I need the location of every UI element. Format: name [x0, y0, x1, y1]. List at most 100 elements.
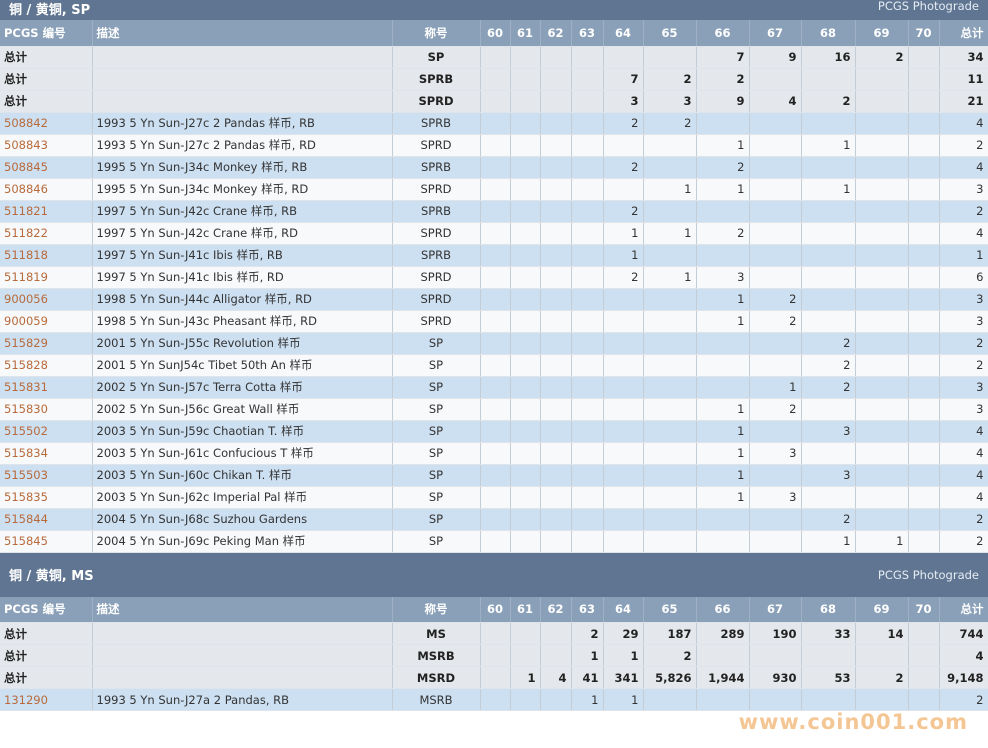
grade-count [480, 464, 511, 487]
pcgs-number-link[interactable]: 511821 [0, 200, 93, 223]
pcgs-number-link[interactable]: 515834 [0, 442, 93, 465]
designation: SPRD [392, 222, 481, 245]
grade-count: 1 [696, 134, 750, 157]
pcgs-number-link[interactable]: 515829 [0, 332, 93, 355]
column-header[interactable]: PCGS 编号 [0, 20, 93, 47]
column-header[interactable]: 63 [571, 596, 604, 623]
row-total: 4 [939, 156, 988, 179]
column-header[interactable]: 70 [908, 596, 940, 623]
grade-count: 2 [696, 222, 750, 245]
column-header[interactable]: 64 [603, 20, 644, 47]
grade-count [480, 266, 511, 289]
grade-count [510, 644, 541, 667]
grade-count: 1 [696, 288, 750, 311]
pcgs-number-link[interactable]: 131290 [0, 688, 93, 711]
grade-count [855, 486, 909, 509]
column-header[interactable]: 66 [696, 596, 750, 623]
grade-count: 1 [603, 644, 644, 667]
column-header[interactable]: 62 [540, 596, 572, 623]
pcgs-number-link[interactable]: 515835 [0, 486, 93, 509]
column-header[interactable]: 67 [749, 596, 802, 623]
column-header[interactable]: 61 [510, 596, 541, 623]
designation: SP [392, 354, 481, 377]
pcgs-number-link[interactable]: 515828 [0, 354, 93, 377]
pcgs-number-link[interactable]: 515831 [0, 376, 93, 399]
column-header[interactable]: 描述 [92, 20, 393, 47]
column-header[interactable]: 称号 [392, 20, 481, 47]
grade-count [855, 376, 909, 399]
coin-description: 1997 5 Yn Sun-J42c Crane 样币, RB [92, 200, 393, 223]
grade-count: 2 [801, 354, 856, 377]
pcgs-number-link[interactable]: 508845 [0, 156, 93, 179]
grade-count [540, 464, 572, 487]
total-desc [92, 644, 393, 667]
designation: SPRB [392, 200, 481, 223]
grade-count [855, 332, 909, 355]
column-header[interactable]: 68 [801, 20, 856, 47]
column-header[interactable]: 67 [749, 20, 802, 47]
column-header[interactable]: 称号 [392, 596, 481, 623]
photograde-link[interactable]: PCGS Photograde [877, 0, 979, 13]
pcgs-number-link[interactable]: 511818 [0, 244, 93, 267]
column-header[interactable]: 总计 [939, 596, 988, 623]
column-header[interactable]: 62 [540, 20, 572, 47]
grade-count: 1 [643, 178, 697, 201]
column-header[interactable]: 65 [643, 596, 697, 623]
grade-count [643, 508, 697, 531]
pcgs-number-link[interactable]: 515503 [0, 464, 93, 487]
pcgs-number-link[interactable]: 900059 [0, 310, 93, 333]
column-header[interactable]: 63 [571, 20, 604, 47]
photograde-link[interactable]: PCGS Photograde [877, 567, 979, 582]
table-row: 511818 1997 5 Yn Sun-J41c Ibis 样币, RB SPRB… [0, 244, 988, 267]
column-header[interactable]: 68 [801, 596, 856, 623]
grade-count: 1 [855, 530, 909, 553]
total-row: 总计 MS 2 29 187 289 190 33 14 744 [0, 622, 988, 645]
grade-count [571, 398, 604, 421]
grade-count [540, 222, 572, 245]
pcgs-number-link[interactable]: 900056 [0, 288, 93, 311]
grade-count [480, 156, 511, 179]
grade-count [801, 266, 856, 289]
pcgs-number-link[interactable]: 511819 [0, 266, 93, 289]
pcgs-number-link[interactable]: 515844 [0, 508, 93, 531]
column-header[interactable]: 60 [480, 596, 511, 623]
pcgs-number-link[interactable]: 508842 [0, 112, 93, 135]
grade-count [540, 112, 572, 135]
grade-count: 930 [749, 666, 802, 689]
column-header[interactable]: 69 [855, 20, 909, 47]
row-total: 3 [939, 310, 988, 333]
grade-count [510, 376, 541, 399]
column-header[interactable]: 66 [696, 20, 750, 47]
watermark-text: www.coin001.com [738, 710, 968, 734]
designation: MSRB [392, 644, 481, 667]
grade-count: 7 [603, 68, 644, 91]
grade-count [540, 288, 572, 311]
coin-description: 2002 5 Yn Sun-J56c Great Wall 样币 [92, 398, 393, 421]
pcgs-number-link[interactable]: 515830 [0, 398, 93, 421]
column-header[interactable]: 70 [908, 20, 940, 47]
column-header[interactable]: PCGS 编号 [0, 596, 93, 623]
pcgs-number-link[interactable]: 515845 [0, 530, 93, 553]
column-header[interactable]: 64 [603, 596, 644, 623]
column-header[interactable]: 61 [510, 20, 541, 47]
grade-count: 2 [801, 376, 856, 399]
column-header[interactable]: 总计 [939, 20, 988, 47]
row-total: 4 [939, 442, 988, 465]
pcgs-number-link[interactable]: 508846 [0, 178, 93, 201]
column-header[interactable]: 60 [480, 20, 511, 47]
pcgs-number-link[interactable]: 515502 [0, 420, 93, 443]
grade-count [603, 354, 644, 377]
column-header[interactable]: 65 [643, 20, 697, 47]
grade-count: 7 [696, 46, 750, 69]
grade-count [749, 508, 802, 531]
pcgs-number-link[interactable]: 508843 [0, 134, 93, 157]
grade-count: 187 [643, 622, 697, 645]
pcgs-number-link[interactable]: 511822 [0, 222, 93, 245]
grade-count [540, 200, 572, 223]
column-header[interactable]: 描述 [92, 596, 393, 623]
header-row: PCGS 编号 描述 称号 60 61 62 63 64 65 66 67 68 69 70 总计 [0, 596, 988, 623]
grade-count: 1 [696, 442, 750, 465]
column-header[interactable]: 69 [855, 596, 909, 623]
row-total: 4 [939, 486, 988, 509]
designation: SPRD [392, 310, 481, 333]
